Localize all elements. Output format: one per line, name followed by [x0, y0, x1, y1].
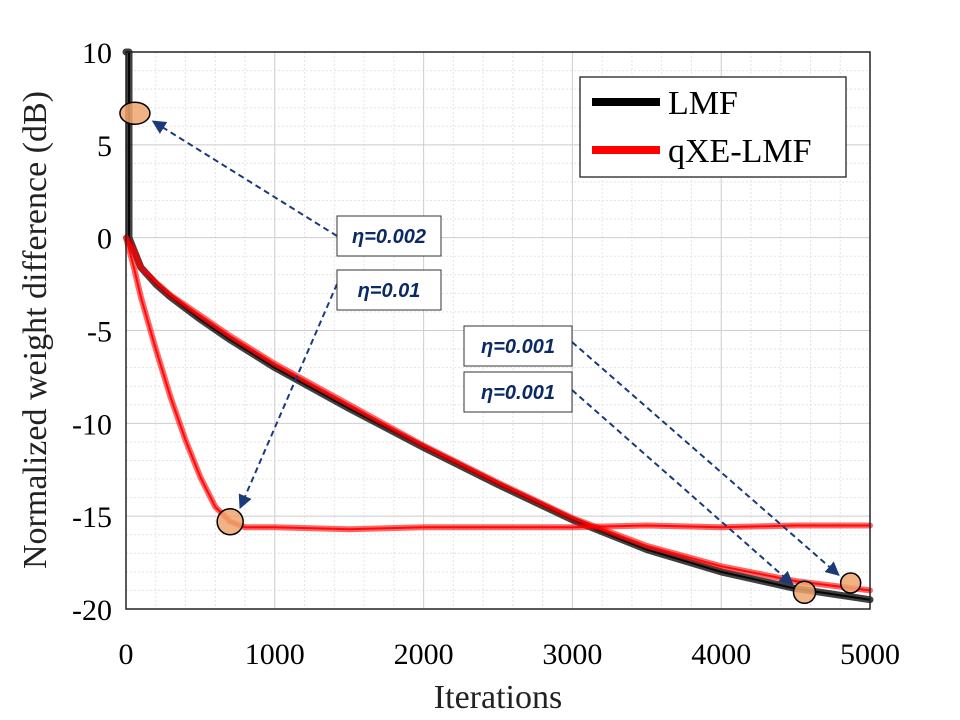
y-tick-label: -15 — [72, 501, 112, 534]
annotation-box — [336, 269, 442, 311]
legend-label-lmf: LMF — [668, 85, 738, 122]
annotations: η=0.002 η=0.01 η=0.001 η=0.001 — [151, 120, 840, 586]
annotation-label: η=0.01 — [358, 280, 421, 302]
series-core-3 — [125, 237, 871, 592]
x-tick-label: 4000 — [691, 638, 751, 671]
annotation-box — [463, 371, 573, 413]
legend-label-qxe-lmf: qXE-LMF — [668, 133, 812, 170]
annotation-label: η=0.002 — [352, 226, 426, 248]
annotation-arrow — [151, 120, 338, 237]
y-tick-labels: 10 5 0 -5 -10 -15 -20 — [72, 37, 112, 627]
y-tick-label: 10 — [82, 37, 112, 70]
x-tick-label: 5000 — [840, 638, 900, 671]
highlight-marker — [839, 572, 862, 594]
annotation-label: η=0.001 — [481, 382, 555, 404]
x-tick-label: 0 — [119, 638, 134, 671]
highlight-marker — [216, 507, 244, 536]
annotation-label: η=0.001 — [481, 336, 555, 358]
x-axis-label: Iterations — [434, 679, 562, 716]
series-layer — [122, 48, 874, 604]
y-axis-label: Normalized weight difference (dB) — [17, 91, 54, 569]
legend-box — [579, 76, 847, 178]
highlight-marker — [792, 580, 817, 605]
annotation-box — [463, 325, 573, 367]
y-tick-label: -20 — [72, 594, 112, 627]
y-tick-label: -5 — [87, 316, 112, 349]
x-tick-label: 3000 — [542, 638, 602, 671]
x-tick-label: 2000 — [394, 638, 454, 671]
x-tick-labels: 0 1000 2000 3000 4000 5000 — [119, 638, 901, 671]
highlight-markers — [119, 101, 862, 605]
annotation-arrow — [238, 283, 338, 510]
annotation-arrow — [571, 341, 840, 576]
annotation-arrow — [571, 389, 794, 586]
plot-frame — [125, 51, 871, 610]
y-tick-label: 0 — [97, 223, 112, 256]
highlight-marker — [119, 101, 151, 126]
y-tick-label: 5 — [97, 130, 112, 163]
series-core-2 — [125, 237, 870, 531]
x-tick-label: 1000 — [245, 638, 305, 671]
legend: LMF qXE-LMF — [579, 76, 847, 178]
annotation-box — [336, 215, 442, 257]
y-tick-label: -10 — [72, 408, 112, 441]
